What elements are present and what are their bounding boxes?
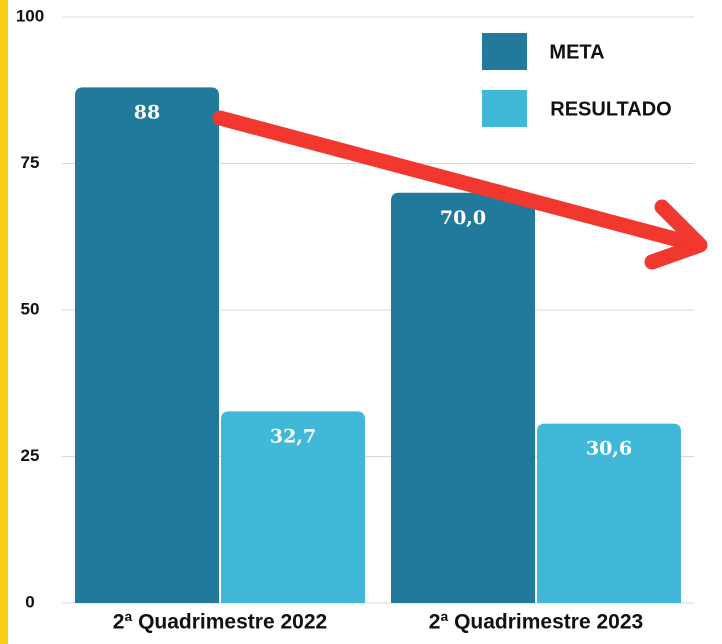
- value-label: 32,7: [270, 425, 316, 447]
- y-tick-label: 100: [16, 6, 44, 25]
- legend-label: RESULTADO: [550, 98, 671, 120]
- legend-label: META: [549, 41, 604, 63]
- trend-arrow: [212, 110, 708, 270]
- value-label: 30,6: [586, 438, 632, 460]
- y-tick-label: 75: [21, 153, 40, 172]
- value-label: 88: [134, 101, 160, 123]
- value-label: 70,0: [440, 207, 486, 229]
- x-tick-label: 2ª Quadrimestre 2023: [429, 611, 643, 634]
- arrow-shaft: [212, 110, 698, 251]
- y-tick-label: 0: [25, 592, 34, 611]
- legend: META RESULTADO: [482, 33, 672, 127]
- bar: [221, 411, 365, 603]
- side-strip: [0, 0, 8, 644]
- x-tick-label: 2ª Quadrimestre 2022: [113, 611, 327, 634]
- bars: 88 32,7 70,0 30,6: [75, 87, 681, 604]
- legend-swatch: [482, 90, 527, 127]
- legend-swatch: [482, 33, 527, 70]
- y-tick-label: 25: [21, 446, 40, 465]
- y-tick-label: 50: [21, 299, 40, 318]
- bar: [75, 87, 219, 603]
- arrow-head: [644, 199, 708, 270]
- bar: [537, 423, 681, 603]
- bar: [391, 192, 535, 604]
